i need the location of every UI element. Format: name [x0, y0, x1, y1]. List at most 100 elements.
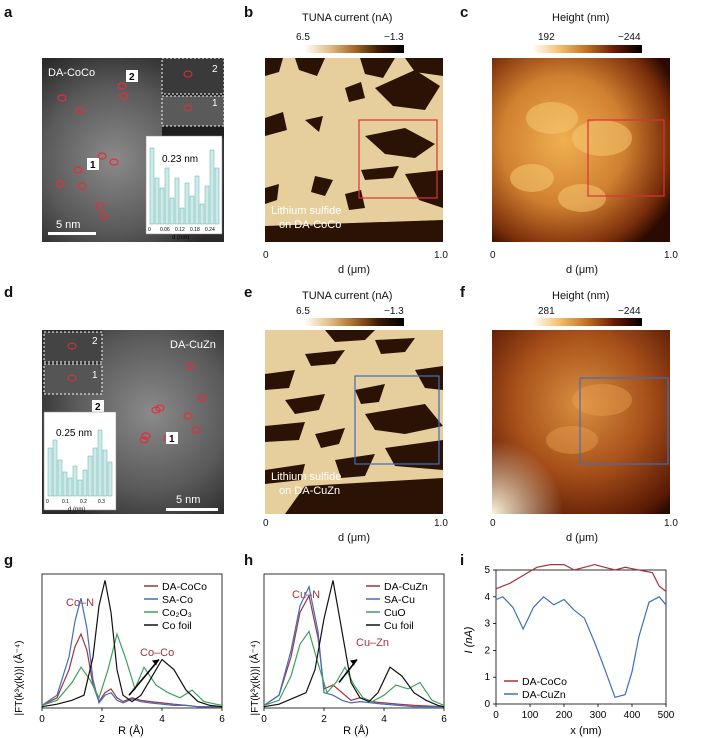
svg-text:2: 2 [129, 72, 135, 83]
sample-label-d: DA-CuZn [170, 339, 216, 351]
svg-text:0: 0 [46, 499, 49, 505]
series-line-cu-foil [263, 580, 445, 708]
haadf-image-a: DA-CoCo 2 1 2 1 0.23 nm 0 0.06 0.12 0.18… [42, 58, 224, 242]
x-tick-label: 200 [556, 710, 573, 721]
x-tick-label: 0 [493, 710, 499, 721]
y-tick-label: 4 [484, 592, 490, 603]
svg-text:2: 2 [95, 402, 101, 413]
plot-frame [41, 573, 223, 709]
x-tick-label: 100 [522, 710, 539, 721]
svg-text:1: 1 [212, 98, 218, 109]
legend-label: SA-Co [162, 594, 193, 606]
x-tick-label: 300 [590, 710, 607, 721]
svg-text:0.2: 0.2 [80, 499, 87, 505]
colorbar-e [304, 318, 404, 326]
ylabel-g: |FT(k³χ(k))| (Å⁻⁴) [12, 641, 25, 716]
svg-text:1: 1 [92, 370, 98, 381]
annotation-arrowhead [152, 659, 159, 666]
panel-label-b: b [244, 4, 254, 21]
svg-text:0: 0 [148, 227, 151, 233]
panel-label-d: d [4, 284, 14, 301]
y-tick-label: 1 [484, 672, 490, 683]
legend-label: DA-CoCo [522, 676, 567, 688]
svg-text:2: 2 [92, 336, 98, 347]
annotation-arrow [128, 658, 160, 696]
x-tick-label: 6 [219, 714, 225, 725]
colorbar-f [532, 318, 642, 326]
svg-text:d (nm): d (nm) [172, 235, 189, 241]
panel-label-a: a [4, 4, 13, 21]
colorbar-title-f: Height (nm) [552, 290, 610, 302]
svg-text:0.3: 0.3 [98, 499, 105, 505]
xlabel-f: d (μm) [566, 532, 599, 544]
y-tick-label: 2 [484, 645, 490, 656]
ylabel-i: I (nA) [463, 626, 475, 653]
series-line-sa-cu [263, 584, 444, 708]
colorbar-b [304, 45, 404, 53]
series-line-da-coco [495, 563, 667, 592]
height-map-c [492, 58, 670, 242]
xlabel-c: d (μm) [566, 264, 599, 276]
panel-label-i: i [460, 552, 465, 569]
svg-text:Lithium sulfide: Lithium sulfide [271, 205, 341, 217]
legend-label: DA-CoCo [162, 581, 207, 593]
svg-text:2: 2 [212, 64, 218, 75]
series-line-co-foil [41, 580, 223, 708]
svg-text:0.1: 0.1 [62, 499, 69, 505]
legend-label: CuO [384, 607, 406, 619]
y-tick-label: 5 [484, 565, 490, 576]
svg-text:Lithium sulfide: Lithium sulfide [271, 471, 341, 483]
xlabel-g: R (Å) [118, 724, 144, 737]
panel-label-h: h [244, 552, 254, 569]
series-line-sa-co [41, 598, 222, 708]
svg-text:0.25 nm: 0.25 nm [56, 428, 92, 439]
x-tick-label: 400 [624, 710, 641, 721]
series-line-da-cuzn [263, 593, 445, 708]
xlabel-i: x (nm) [570, 725, 601, 737]
colorbar-title-b: TUNA current (nA) [302, 12, 393, 24]
scale-bar-a: 5 nm [56, 219, 80, 231]
tuna-map-e: Lithium sulfide on DA-CuZn [265, 330, 443, 514]
haadf-image-d: DA-CuZn 2 1 2 1 0.25 nm 0 0.1 0.2 0.3 d … [42, 330, 224, 514]
annotation-cu-zn: Cu–Zn [356, 637, 389, 649]
x-tick-label: 0 [261, 714, 267, 725]
svg-text:on DA-CuZn: on DA-CuZn [279, 485, 340, 497]
xlabel-h: R (Å) [343, 724, 369, 737]
svg-text:0.06: 0.06 [160, 227, 170, 233]
series-line-da-coco [41, 632, 222, 708]
plot-frame [495, 569, 667, 705]
x-tick-label: 4 [381, 714, 387, 725]
legend-label: DA-CuZn [522, 689, 566, 701]
svg-text:d (nm): d (nm) [68, 507, 85, 513]
legend-label: Cu foil [384, 620, 414, 632]
sample-label-a: DA-CoCo [48, 67, 95, 79]
svg-text:0.23 nm: 0.23 nm [162, 154, 198, 165]
exafs-chart-h: |FT(k³χ(k))| (Å⁻⁴) R (Å) Cu–N Cu–Zn 0 2 4 6… [248, 573, 447, 737]
y-tick-label: 3 [484, 619, 490, 630]
height-map-f [492, 330, 670, 514]
legend-label: DA-CuZn [384, 581, 428, 593]
y-tick-label: 0 [484, 699, 490, 710]
series-line-da-cuzn [495, 595, 667, 699]
ylabel-h: |FT(k³χ(k))| (Å⁻⁴) [248, 641, 261, 716]
annotation-arrowhead [350, 659, 357, 666]
x-tick-label: 500 [658, 710, 675, 721]
svg-text:0.12: 0.12 [175, 227, 185, 233]
panel-label-g: g [4, 552, 14, 569]
legend-label: Co₂O₃ [162, 607, 192, 619]
colorbar-title-c: Height (nm) [552, 12, 610, 24]
tuna-map-b: Lithium sulfide on DA-CoCo [265, 58, 443, 242]
plot-frame [263, 573, 445, 709]
current-profile-chart-i: I (nA) x (nm) 0 100 200 300 400 500 0 1 2 3 4 5 DA-C… [463, 563, 675, 737]
svg-text:1: 1 [90, 160, 96, 171]
svg-text:on DA-CoCo: on DA-CoCo [279, 219, 341, 231]
x-tick-label: 2 [99, 714, 105, 725]
x-tick-label: 4 [159, 714, 165, 725]
legend-label: Co foil [162, 620, 192, 632]
panel-label-e: e [244, 284, 253, 301]
x-tick-label: 0 [39, 714, 45, 725]
annotation-cu-n: Cu–N [292, 589, 320, 601]
legend-label: SA-Cu [384, 594, 415, 606]
colorbar-title-e: TUNA current (nA) [302, 290, 393, 302]
